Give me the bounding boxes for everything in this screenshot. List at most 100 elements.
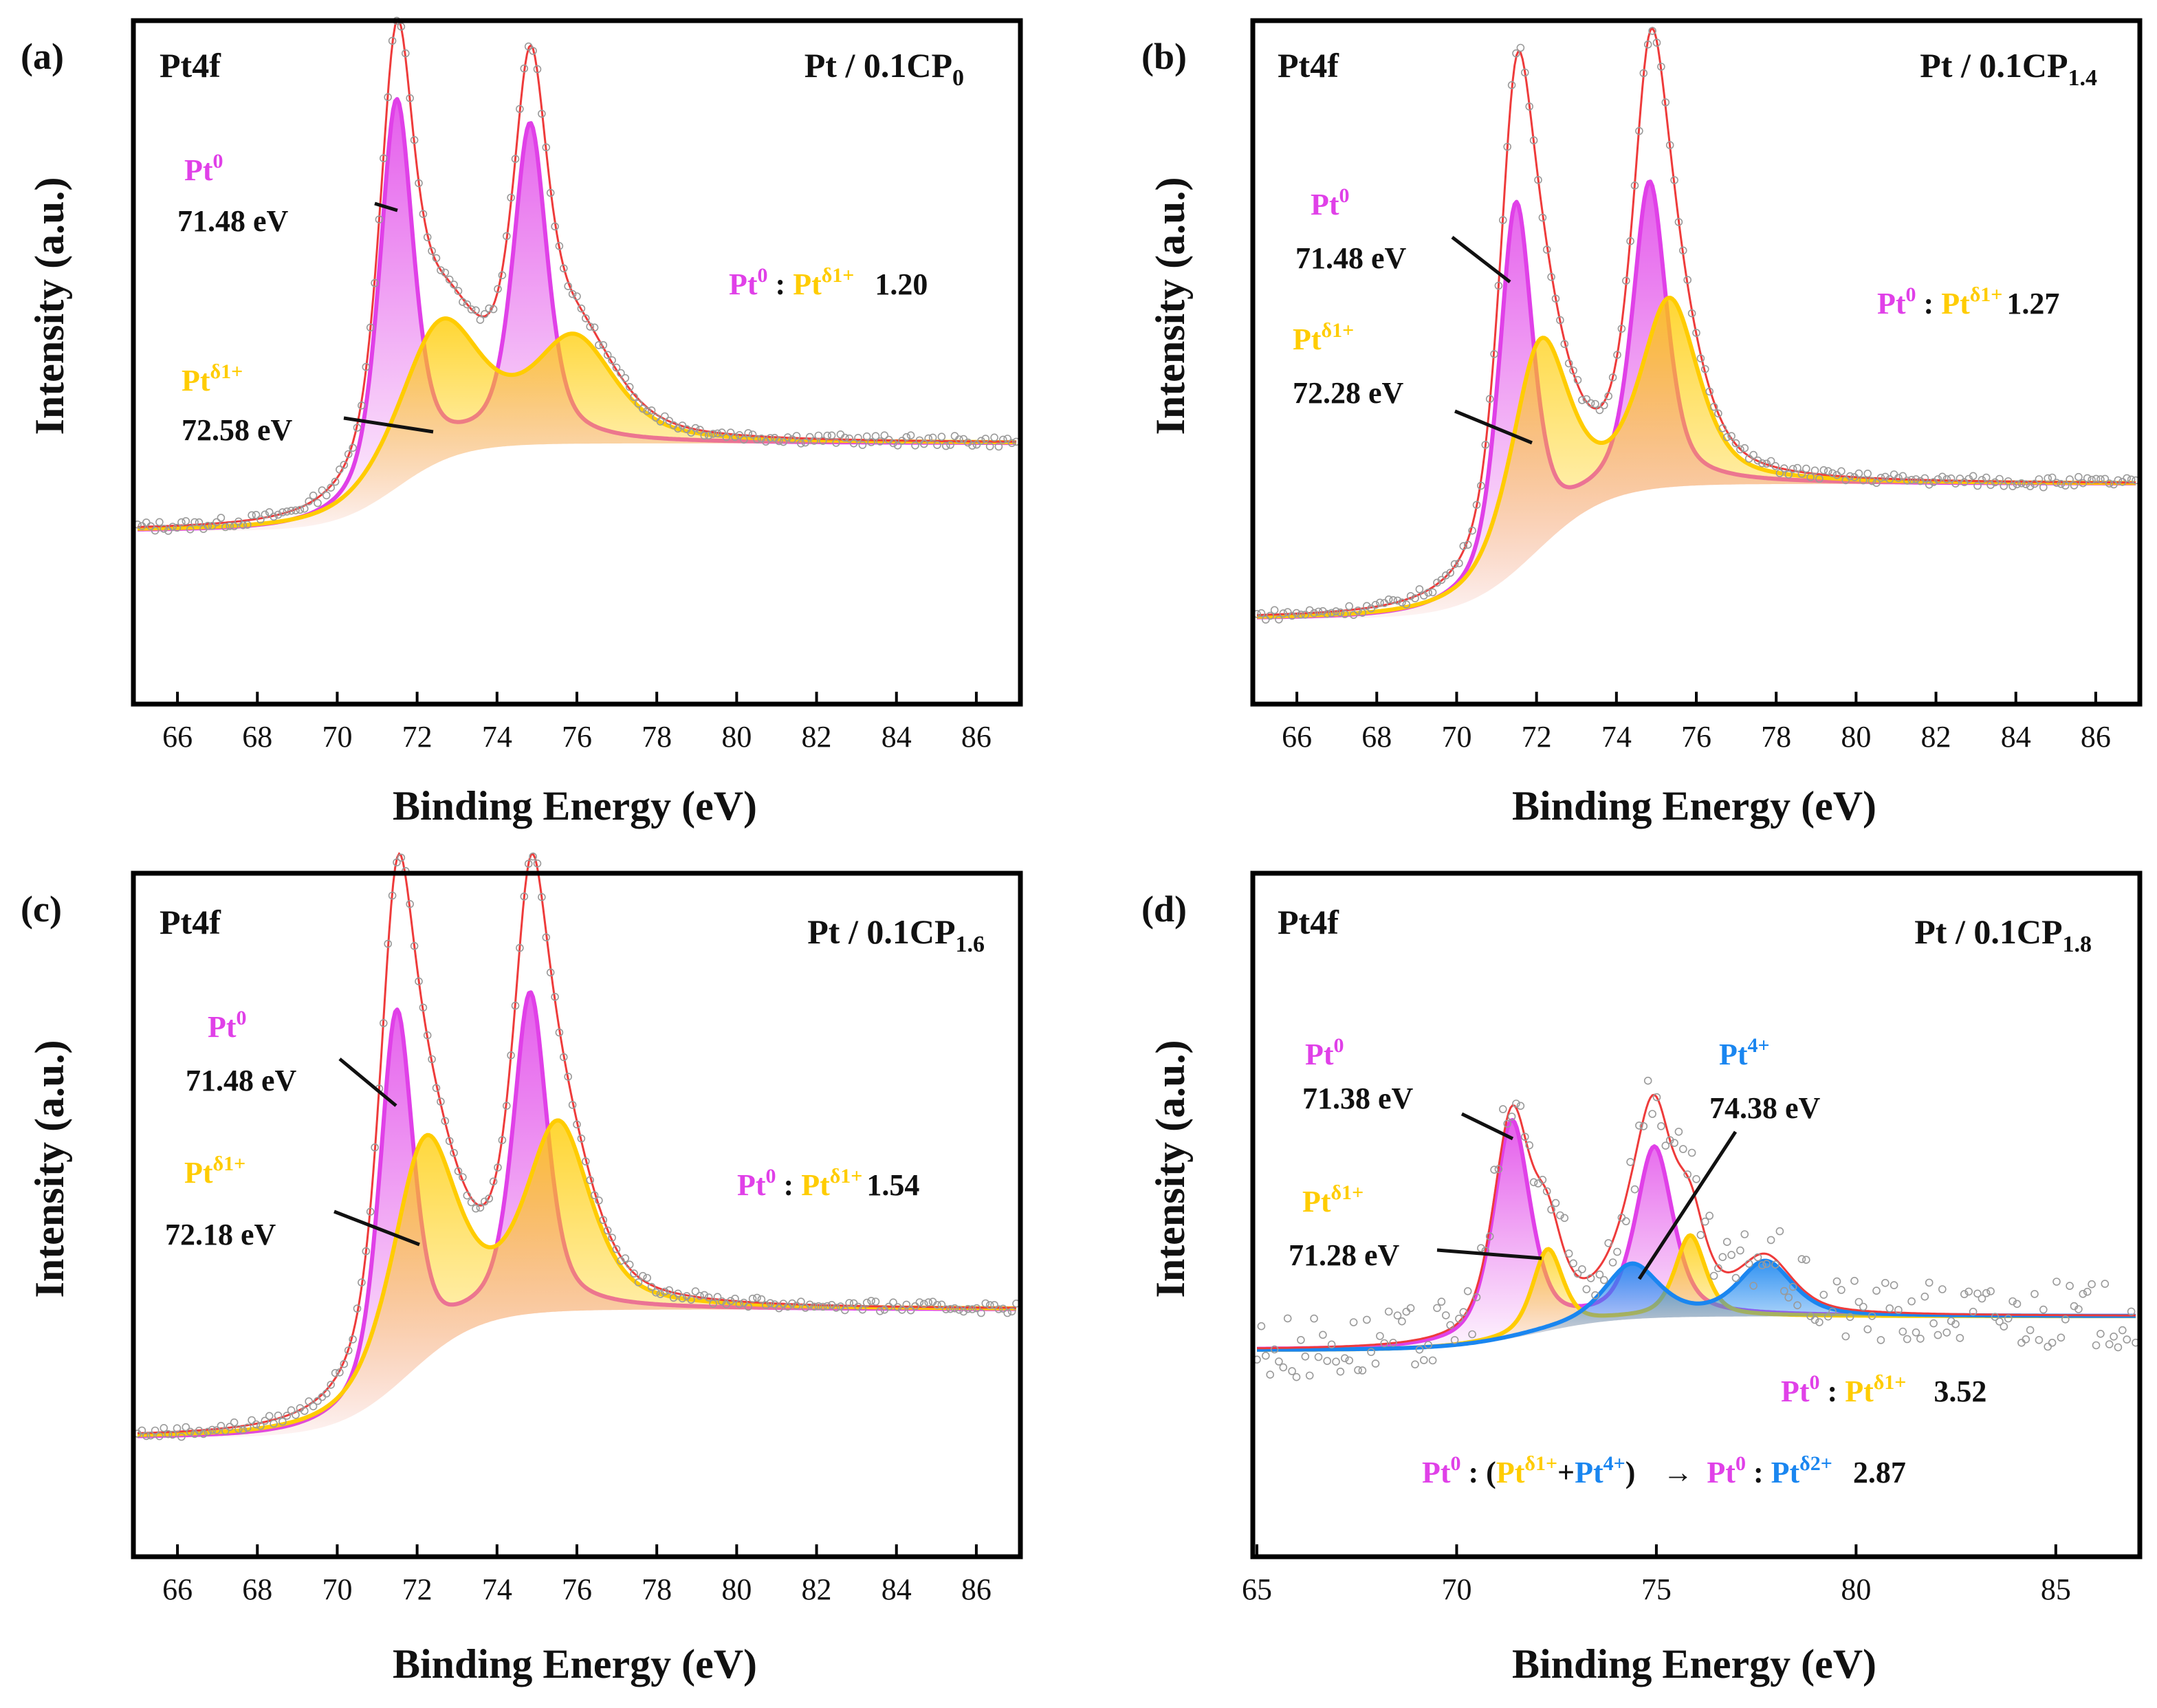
data-point xyxy=(274,1411,283,1420)
data-point xyxy=(1494,281,1503,290)
data-point xyxy=(1938,472,1947,481)
data-point xyxy=(1547,272,1555,281)
data-point xyxy=(287,1406,296,1414)
data-point xyxy=(972,1304,981,1313)
data-point xyxy=(331,1369,340,1377)
data-point xyxy=(142,518,151,527)
data-point xyxy=(1499,216,1507,224)
data-point xyxy=(1472,501,1481,510)
data-point xyxy=(744,1302,752,1311)
sample-label: Pt / 0.1CP1.8 xyxy=(1914,912,2092,957)
data-point xyxy=(1876,1336,1885,1344)
data-point xyxy=(344,450,353,459)
data-point xyxy=(256,515,265,524)
data-point xyxy=(1534,175,1542,184)
data-point xyxy=(687,428,695,437)
data-point xyxy=(2088,1280,2096,1289)
data-point xyxy=(375,215,384,224)
plot-area-b: 66 68 70 72 74 76 78 80 82 84 86 xyxy=(1250,18,2143,754)
pt0-label: Pt0 xyxy=(1311,184,1350,221)
data-point xyxy=(1512,1099,1520,1108)
data-point xyxy=(1925,480,1934,489)
data-point xyxy=(248,1416,256,1425)
data-point xyxy=(1525,102,1533,111)
data-point xyxy=(1696,354,1705,363)
data-point xyxy=(1573,1269,1582,1278)
data-point xyxy=(1868,1312,1876,1320)
data-point xyxy=(740,1298,748,1307)
data-point xyxy=(1398,598,1406,607)
data-point xyxy=(1428,588,1437,597)
data-point xyxy=(577,304,586,313)
data-point xyxy=(472,1204,480,1213)
data-point xyxy=(2039,483,2048,492)
data-point xyxy=(314,499,322,507)
data-point xyxy=(1635,1121,1643,1130)
data-point xyxy=(1591,399,1599,408)
data-point xyxy=(1837,1286,1846,1294)
data-point xyxy=(261,510,270,519)
data-point xyxy=(1758,459,1766,468)
data-point xyxy=(2114,476,2123,485)
data-point xyxy=(1455,559,1463,568)
data-point xyxy=(797,439,805,448)
data-point xyxy=(946,441,954,449)
data-point xyxy=(1652,39,1661,47)
data-point xyxy=(388,36,397,45)
data-point xyxy=(1740,1230,1749,1238)
data-point xyxy=(1762,1260,1771,1268)
data-point xyxy=(968,441,976,450)
data-point xyxy=(322,491,331,500)
data-point xyxy=(1696,1231,1705,1239)
data-point xyxy=(190,518,199,527)
data-point xyxy=(546,968,555,977)
data-point xyxy=(2000,481,2008,490)
data-point xyxy=(415,179,423,188)
data-point xyxy=(1292,1372,1301,1381)
data-point xyxy=(1424,589,1432,597)
data-point xyxy=(1279,1363,1288,1372)
data-point xyxy=(1358,1366,1367,1375)
data-point xyxy=(669,1293,678,1302)
data-point xyxy=(1969,472,1978,481)
data-point xyxy=(423,1031,432,1040)
data-point xyxy=(217,514,226,522)
data-point xyxy=(199,1430,208,1438)
data-point xyxy=(1485,395,1494,404)
data-point xyxy=(248,511,256,520)
data-point xyxy=(884,1302,893,1311)
x-tick-label: 84 xyxy=(882,1573,912,1606)
data-point xyxy=(432,254,441,263)
data-point xyxy=(568,1101,577,1109)
data-point xyxy=(226,1423,234,1431)
data-point xyxy=(1297,610,1305,619)
data-point xyxy=(498,271,507,280)
data-point xyxy=(810,437,818,445)
data-point xyxy=(401,49,410,58)
data-point xyxy=(1758,1261,1766,1269)
data-point xyxy=(278,1417,287,1426)
data-point xyxy=(1608,1258,1617,1267)
data-point xyxy=(410,135,419,144)
data-point xyxy=(1600,1275,1608,1284)
data-point xyxy=(1793,1301,1802,1310)
data-point xyxy=(981,435,990,443)
data-point xyxy=(463,300,472,309)
pt4-leader xyxy=(1637,1130,1738,1280)
data-point xyxy=(871,1298,880,1306)
data-point xyxy=(968,1305,976,1313)
panel-a: (a) Intensity (a.u.) Binding Energy (eV)… xyxy=(21,17,1023,829)
data-point xyxy=(1995,1317,2004,1326)
data-point xyxy=(450,1148,458,1157)
data-point xyxy=(617,369,625,377)
data-point xyxy=(1630,181,1639,190)
data-point xyxy=(1406,592,1415,600)
data-point xyxy=(1903,1335,1912,1344)
data-point xyxy=(2105,1340,2114,1348)
data-point xyxy=(1802,1256,1810,1264)
data-point xyxy=(226,522,234,530)
data-point xyxy=(1569,366,1577,375)
data-point xyxy=(920,1300,928,1309)
data-point xyxy=(704,1293,713,1302)
data-point xyxy=(1459,542,1468,551)
